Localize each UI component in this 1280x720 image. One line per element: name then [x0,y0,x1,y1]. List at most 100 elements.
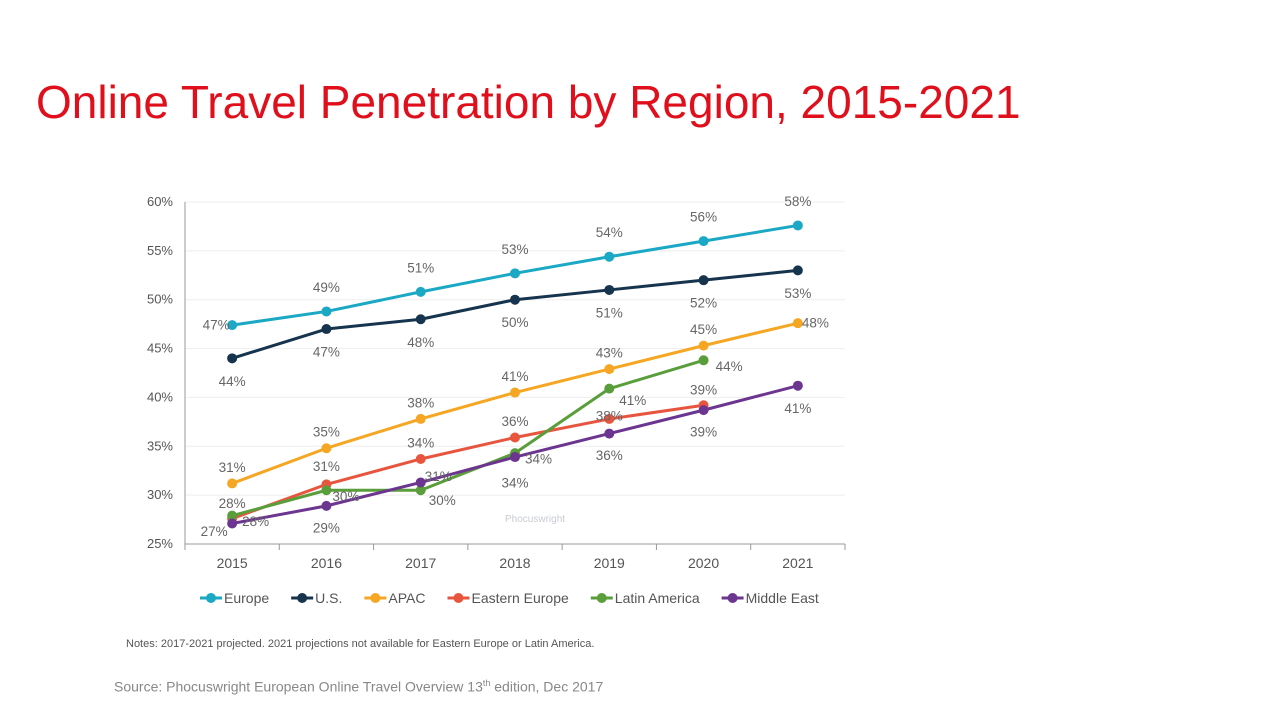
data-label: 45% [690,322,717,337]
data-label: 51% [596,305,623,320]
data-label: 34% [525,452,552,467]
legend-label: Europe [224,590,269,606]
data-point [415,453,426,464]
data-point [604,383,615,394]
legend-label: U.S. [315,590,342,606]
legend-swatch-dot [370,593,381,603]
data-label: 36% [596,448,623,463]
slide-title: Online Travel Penetration by Region, 201… [36,76,1021,128]
data-label: 41% [619,393,646,408]
data-point [604,364,615,375]
data-point [604,413,615,424]
y-tick-label: 50% [147,292,173,307]
data-label: 44% [716,359,743,374]
y-tick-label: 30% [147,487,173,502]
data-point [321,500,332,511]
data-point [698,355,709,366]
y-tick-label: 35% [147,438,173,453]
y-tick-label: 55% [147,243,173,258]
data-label: 47% [203,318,230,333]
series-line [231,358,705,518]
data-label: 56% [690,210,717,225]
data-point [510,452,520,463]
data-label: 41% [501,369,528,384]
data-label: 38% [407,395,434,410]
data-point [227,353,238,364]
data-point [321,306,332,317]
data-point [604,284,615,295]
data-point [321,443,332,454]
data-label: 31% [425,469,452,484]
data-point [227,478,238,489]
data-label: 53% [784,286,811,301]
series-line [231,403,704,521]
data-label: 30% [332,489,359,504]
y-tick-label: 40% [147,389,173,404]
x-tick-label: 2021 [782,555,813,571]
data-label: 43% [596,346,623,361]
legend-item: Europe [200,590,269,606]
legend-swatch-dot [297,593,308,603]
legend-swatch-dot [727,593,738,603]
source-text: Source: Phocuswright European Online Tra… [114,678,483,695]
legend-label: Latin America [615,590,700,606]
data-label: 38% [596,408,623,423]
data-label: 47% [313,345,340,360]
data-point [698,340,709,351]
legend-item: Middle East [721,590,819,606]
axes: 25% 30% 35% 40% 45% 50% 55% 60% 2015 2016 2017 2018… [147,194,846,571]
source-text-suffix: edition, Dec 2017 [490,678,604,695]
data-label: 54% [596,225,623,240]
data-point [698,405,709,416]
watermark: Phocuswright [505,514,565,525]
y-tick-label: 25% [147,536,173,551]
data-label: 36% [501,414,528,429]
y-tick-label: 45% [147,341,173,356]
data-point [227,510,238,521]
data-point [698,275,709,286]
data-label: 28% [219,496,246,511]
data-label: 48% [802,316,829,331]
data-point [415,314,426,325]
data-labels: 47% 49% 51% 53% 54% 56% 58% 44% 47% 48% 50% 51% 52% 5… [201,194,829,539]
legend-item: U.S. [291,590,342,606]
legend-item: APAC [364,590,425,606]
data-label: 52% [690,296,717,311]
chart-notes: Notes: 2017-2021 projected. 2021 project… [126,638,595,650]
data-point [510,268,520,279]
legend: Europe U.S. APAC Eastern Europe Latin Americ… [200,590,819,606]
data-label: 44% [219,374,246,389]
data-label: 48% [407,335,434,350]
data-point [415,286,426,297]
data-label: 49% [313,280,340,295]
data-point [415,413,426,424]
data-label: 35% [313,425,340,440]
data-point [227,320,238,331]
data-label: 51% [407,260,434,275]
data-label: 39% [690,383,717,398]
data-point [510,294,520,305]
x-tick-label: 2018 [499,555,530,571]
data-point [321,485,332,496]
data-point [227,518,238,529]
data-point [510,432,520,443]
data-point [415,477,426,488]
line-chart: 25% 30% 35% 40% 45% 50% 55% 60% 2015 2016 2017 2018… [147,194,846,606]
x-tick-label: 2019 [594,555,625,571]
series-lines [227,220,803,529]
legend-item: Latin America [590,590,700,606]
legend-swatch-dot [596,593,607,603]
legend-item: Eastern Europe [447,590,569,606]
data-point [604,251,615,262]
data-point [698,236,709,247]
data-point [792,318,803,329]
legend-label: APAC [388,590,425,606]
data-label: 41% [784,401,811,416]
data-label: 50% [501,315,528,330]
y-tick-label: 60% [147,194,173,209]
data-point [321,324,332,335]
data-label: 53% [501,242,528,257]
source-superscript: th [482,678,491,688]
legend-label: Middle East [746,590,819,606]
x-tick-label: 2017 [405,555,436,571]
